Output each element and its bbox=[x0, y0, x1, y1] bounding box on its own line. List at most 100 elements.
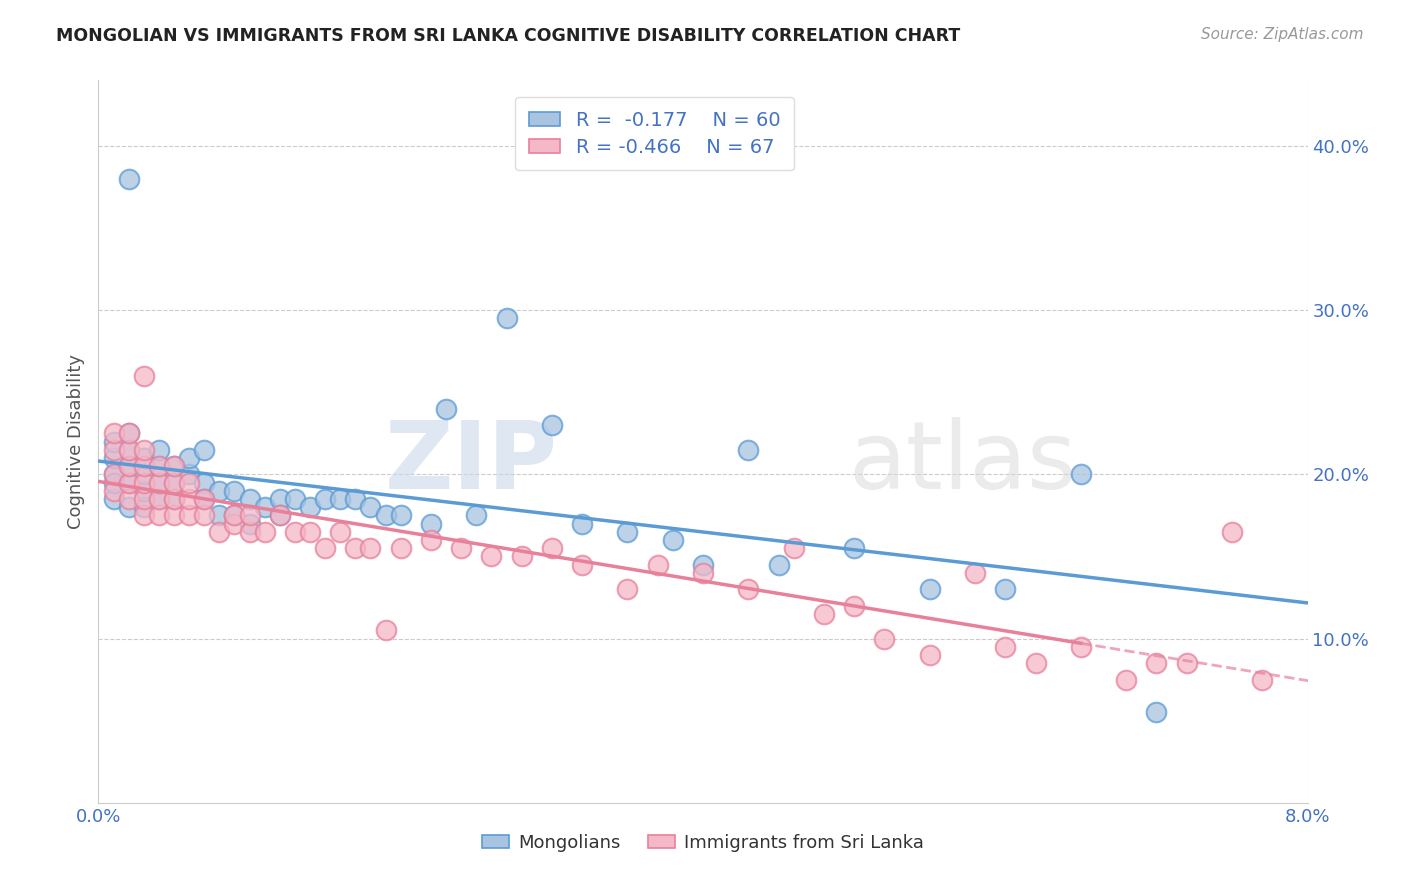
Point bbox=[571, 558, 593, 572]
Point bbox=[239, 524, 262, 539]
Point bbox=[314, 491, 336, 506]
Point bbox=[873, 632, 896, 646]
Point bbox=[692, 566, 714, 580]
Point bbox=[118, 442, 141, 457]
Legend: Mongolians, Immigrants from Sri Lanka: Mongolians, Immigrants from Sri Lanka bbox=[475, 826, 931, 859]
Point bbox=[344, 541, 367, 556]
Point bbox=[1070, 640, 1092, 654]
Point bbox=[132, 459, 155, 474]
Point bbox=[1175, 657, 1198, 671]
Point bbox=[994, 582, 1017, 597]
Point bbox=[616, 524, 638, 539]
Point bbox=[344, 491, 367, 506]
Point bbox=[118, 475, 141, 490]
Point bbox=[813, 607, 835, 621]
Point bbox=[253, 524, 276, 539]
Point bbox=[132, 500, 155, 515]
Point bbox=[208, 508, 231, 523]
Point bbox=[118, 500, 141, 515]
Point bbox=[571, 516, 593, 531]
Point bbox=[148, 475, 170, 490]
Point bbox=[510, 549, 533, 564]
Point bbox=[314, 541, 336, 556]
Point bbox=[1070, 467, 1092, 482]
Point bbox=[360, 500, 382, 515]
Point bbox=[193, 442, 215, 457]
Point bbox=[103, 434, 125, 449]
Point bbox=[918, 648, 941, 662]
Text: Source: ZipAtlas.com: Source: ZipAtlas.com bbox=[1201, 27, 1364, 42]
Point bbox=[616, 582, 638, 597]
Point bbox=[329, 491, 352, 506]
Point bbox=[420, 533, 443, 547]
Point bbox=[103, 450, 125, 465]
Point bbox=[737, 582, 759, 597]
Point bbox=[495, 311, 517, 326]
Point bbox=[208, 524, 231, 539]
Point bbox=[329, 524, 352, 539]
Point bbox=[103, 467, 125, 482]
Point bbox=[163, 475, 186, 490]
Point bbox=[193, 491, 215, 506]
Point bbox=[163, 475, 186, 490]
Point bbox=[374, 624, 396, 638]
Point bbox=[994, 640, 1017, 654]
Point bbox=[132, 491, 155, 506]
Point bbox=[389, 508, 412, 523]
Point bbox=[148, 459, 170, 474]
Point bbox=[284, 491, 307, 506]
Point bbox=[163, 459, 186, 474]
Point bbox=[103, 491, 125, 506]
Point bbox=[103, 467, 125, 482]
Point bbox=[374, 508, 396, 523]
Point bbox=[1251, 673, 1274, 687]
Point bbox=[118, 442, 141, 457]
Point bbox=[844, 599, 866, 613]
Point bbox=[179, 475, 201, 490]
Point bbox=[179, 467, 201, 482]
Point bbox=[179, 450, 201, 465]
Point bbox=[224, 508, 246, 523]
Point bbox=[208, 483, 231, 498]
Point bbox=[148, 442, 170, 457]
Point bbox=[148, 459, 170, 474]
Text: atlas: atlas bbox=[848, 417, 1077, 509]
Point bbox=[148, 491, 170, 506]
Point bbox=[193, 491, 215, 506]
Point bbox=[1146, 657, 1168, 671]
Point bbox=[132, 508, 155, 523]
Point bbox=[540, 418, 562, 433]
Point bbox=[193, 508, 215, 523]
Text: MONGOLIAN VS IMMIGRANTS FROM SRI LANKA COGNITIVE DISABILITY CORRELATION CHART: MONGOLIAN VS IMMIGRANTS FROM SRI LANKA C… bbox=[56, 27, 960, 45]
Point bbox=[132, 368, 155, 383]
Point bbox=[118, 459, 141, 474]
Point bbox=[132, 442, 155, 457]
Point bbox=[239, 491, 262, 506]
Point bbox=[434, 401, 457, 416]
Point bbox=[163, 491, 186, 506]
Point bbox=[450, 541, 472, 556]
Point bbox=[918, 582, 941, 597]
Point bbox=[132, 467, 155, 482]
Point bbox=[389, 541, 412, 556]
Point bbox=[692, 558, 714, 572]
Point bbox=[118, 475, 141, 490]
Point bbox=[163, 459, 186, 474]
Point bbox=[103, 442, 125, 457]
Point bbox=[1115, 673, 1137, 687]
Point bbox=[1025, 657, 1047, 671]
Point bbox=[783, 541, 806, 556]
Point bbox=[118, 491, 141, 506]
Point bbox=[661, 533, 683, 547]
Point bbox=[1146, 706, 1168, 720]
Point bbox=[132, 450, 155, 465]
Text: ZIP: ZIP bbox=[385, 417, 558, 509]
Point bbox=[239, 516, 262, 531]
Point bbox=[284, 524, 307, 539]
Point bbox=[224, 516, 246, 531]
Point bbox=[132, 483, 155, 498]
Point bbox=[299, 500, 322, 515]
Point bbox=[844, 541, 866, 556]
Point bbox=[269, 491, 291, 506]
Point bbox=[118, 426, 141, 441]
